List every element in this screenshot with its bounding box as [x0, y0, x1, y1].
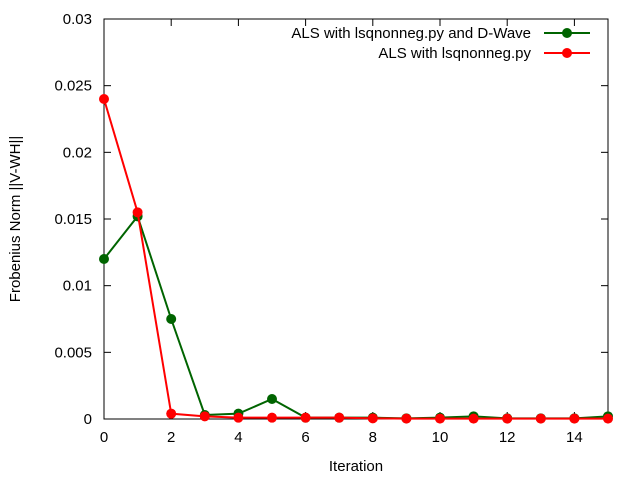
x-axis-ticks: 0 2 4 6 8 10 12 14	[100, 19, 583, 446]
x-tick-label: 14	[566, 429, 583, 446]
y-tick-label: 0.02	[63, 144, 92, 161]
data-point	[435, 413, 445, 424]
legend-marker	[562, 28, 572, 38]
legend: ALS with lsqnonneg.py and D-Wave ALS with…	[291, 25, 590, 62]
y-tick-label: 0.01	[63, 278, 92, 295]
x-tick-label: 8	[369, 429, 377, 446]
data-point	[468, 413, 479, 424]
series-layer	[99, 94, 613, 424]
x-tick-label: 0	[100, 429, 108, 446]
x-tick-label: 6	[301, 429, 309, 446]
series-line	[103, 214, 609, 420]
data-point	[569, 413, 580, 424]
y-tick-label: 0.005	[54, 344, 92, 361]
data-point	[166, 314, 177, 324]
series-line	[103, 98, 608, 420]
x-tick-label: 12	[499, 429, 516, 446]
legend-marker	[562, 48, 572, 58]
legend-label: ALS with lsqnonneg.py	[378, 45, 531, 62]
y-axis-ticks: 0 0.005 0.01 0.015 0.02 0.025 0.03	[54, 11, 608, 428]
x-axis-label: Iteration	[329, 458, 383, 475]
data-point	[199, 411, 210, 422]
data-point	[166, 408, 177, 419]
data-point	[132, 207, 143, 218]
series-0	[99, 211, 613, 424]
data-point	[99, 94, 109, 104]
data-point	[267, 412, 277, 423]
data-point	[267, 394, 277, 404]
plot-frame	[103, 18, 609, 420]
data-point	[367, 413, 378, 424]
data-point	[502, 413, 513, 424]
series-1	[99, 94, 613, 424]
x-tick-label: 10	[432, 429, 449, 446]
y-tick-label: 0.025	[54, 78, 92, 95]
y-tick-label: 0	[84, 411, 92, 428]
data-point	[401, 413, 412, 424]
legend-label: ALS with lsqnonneg.py and D-Wave	[291, 25, 531, 42]
data-point	[334, 412, 345, 423]
x-tick-label: 4	[234, 429, 242, 446]
y-tick-label: 0.03	[63, 11, 92, 28]
data-point	[233, 412, 244, 423]
x-tick-label: 2	[167, 429, 175, 446]
data-point	[99, 254, 109, 264]
data-point	[300, 412, 311, 423]
y-axis-label: Frobenius Norm ||V-WH||	[7, 136, 24, 302]
data-point	[535, 413, 546, 424]
data-point	[603, 413, 613, 424]
y-tick-label: 0.015	[54, 211, 92, 228]
